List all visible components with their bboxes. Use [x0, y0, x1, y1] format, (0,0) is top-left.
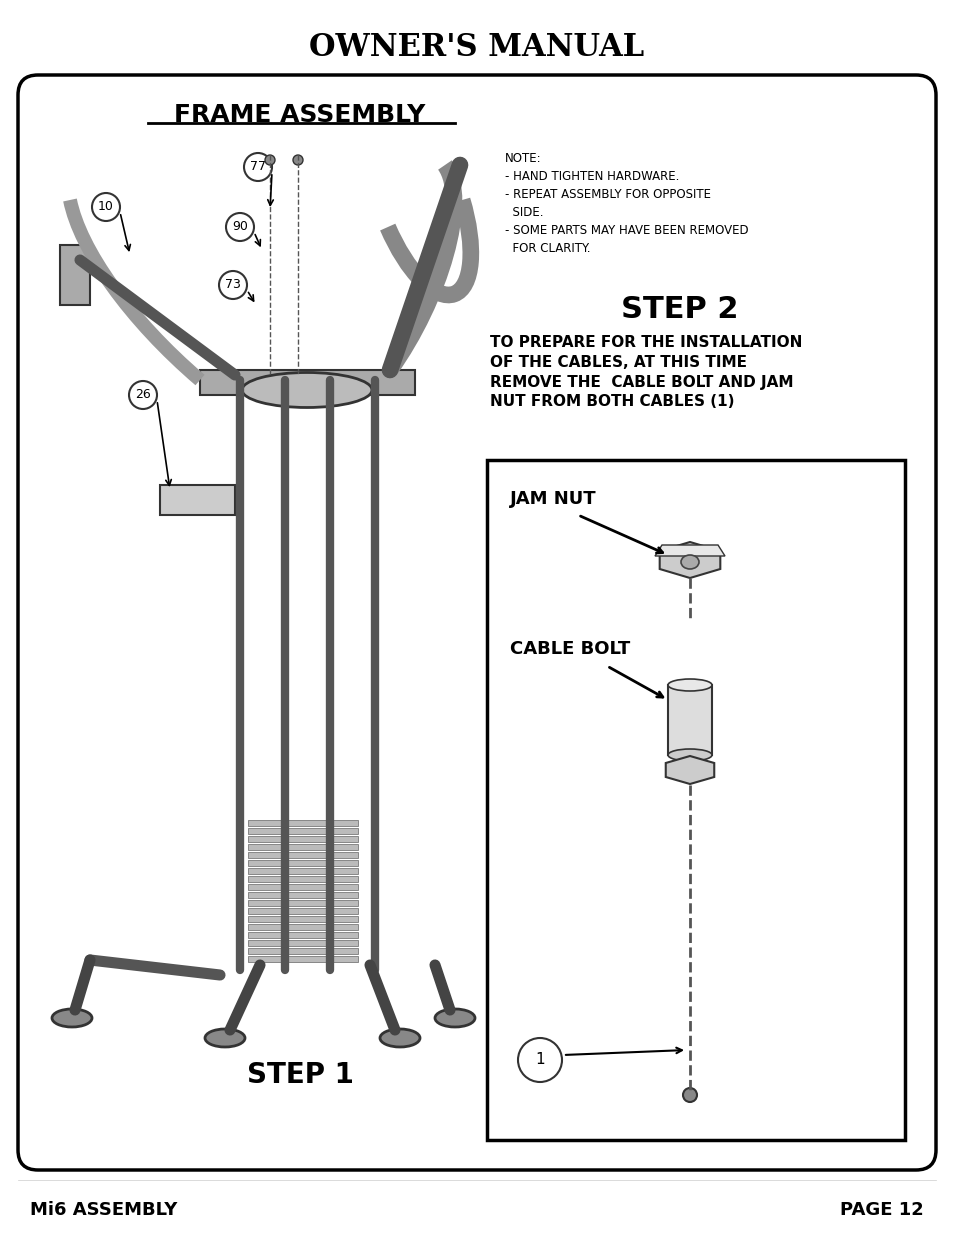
Bar [248, 876, 357, 882]
Text: 26: 26 [135, 389, 151, 401]
Bar [248, 940, 357, 946]
Bar [248, 908, 357, 914]
Bar [248, 827, 357, 834]
Circle shape [129, 382, 157, 409]
Text: 77: 77 [250, 161, 266, 173]
Bar [248, 956, 357, 962]
Bar [486, 459, 904, 1140]
Text: STEP 1: STEP 1 [246, 1061, 353, 1089]
Text: PAGE 12: PAGE 12 [840, 1200, 923, 1219]
Bar [248, 852, 357, 858]
Bar [248, 836, 357, 842]
Circle shape [265, 156, 274, 165]
Text: 90: 90 [232, 221, 248, 233]
Ellipse shape [205, 1029, 245, 1047]
Ellipse shape [435, 1009, 475, 1028]
Bar [60, 245, 90, 305]
Polygon shape [665, 756, 714, 784]
Bar [248, 820, 357, 826]
Polygon shape [655, 545, 724, 556]
Bar [248, 860, 357, 866]
Bar [248, 932, 357, 939]
Bar [160, 485, 234, 515]
Bar [248, 892, 357, 898]
Text: JAM NUT: JAM NUT [510, 490, 596, 508]
Circle shape [682, 1088, 697, 1102]
Circle shape [91, 193, 120, 221]
Ellipse shape [667, 748, 711, 761]
Bar [248, 916, 357, 923]
Text: TO PREPARE FOR THE INSTALLATION
OF THE CABLES, AT THIS TIME
REMOVE THE  CABLE BO: TO PREPARE FOR THE INSTALLATION OF THE C… [490, 335, 801, 409]
Ellipse shape [379, 1029, 419, 1047]
Text: STEP 2: STEP 2 [620, 295, 738, 324]
Ellipse shape [680, 555, 699, 569]
Circle shape [219, 270, 247, 299]
Circle shape [226, 212, 253, 241]
Bar [248, 900, 357, 906]
Text: FRAME ASSEMBLY: FRAME ASSEMBLY [174, 103, 425, 127]
Bar [248, 844, 357, 850]
Text: 73: 73 [225, 279, 241, 291]
Polygon shape [659, 542, 720, 578]
Text: 10: 10 [98, 200, 113, 214]
Text: Mi6 ASSEMBLY: Mi6 ASSEMBLY [30, 1200, 177, 1219]
Circle shape [293, 156, 303, 165]
Bar [248, 948, 357, 953]
Ellipse shape [52, 1009, 91, 1028]
Text: CABLE BOLT: CABLE BOLT [510, 640, 630, 658]
Polygon shape [200, 370, 415, 395]
Text: 1: 1 [535, 1052, 544, 1067]
Ellipse shape [667, 679, 711, 692]
Circle shape [517, 1037, 561, 1082]
Ellipse shape [242, 373, 372, 408]
Bar [248, 868, 357, 874]
Text: NOTE:
- HAND TIGHTEN HARDWARE.
- REPEAT ASSEMBLY FOR OPPOSITE
  SIDE.
- SOME PAR: NOTE: - HAND TIGHTEN HARDWARE. - REPEAT … [504, 152, 748, 254]
Text: OWNER'S MANUAL: OWNER'S MANUAL [309, 32, 644, 63]
Bar [248, 924, 357, 930]
Circle shape [244, 153, 272, 182]
Bar [248, 884, 357, 890]
Bar [667, 685, 711, 755]
